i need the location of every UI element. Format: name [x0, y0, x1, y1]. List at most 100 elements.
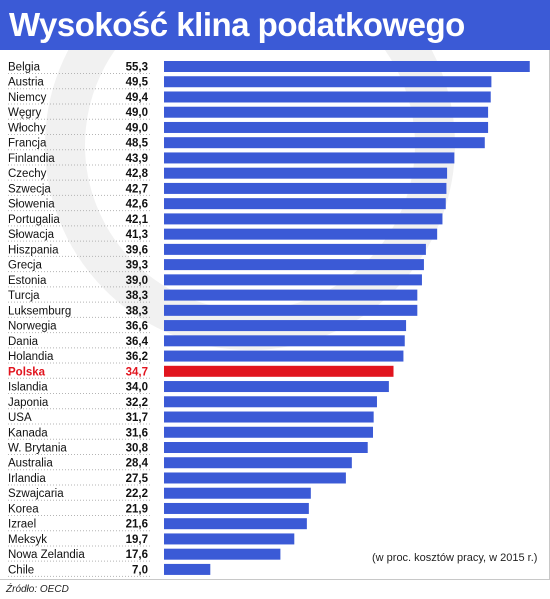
- category-label: Holandia: [8, 351, 54, 363]
- category-label: Japonia: [8, 397, 49, 409]
- bar: [164, 472, 346, 484]
- category-label: Dania: [8, 336, 39, 348]
- value-label: 42,8: [126, 168, 149, 180]
- value-label: 32,2: [126, 397, 148, 409]
- bar: [164, 487, 311, 499]
- bar: [164, 91, 491, 103]
- category-label: Słowenia: [8, 199, 55, 211]
- value-label: 42,1: [126, 214, 149, 226]
- category-label: Nowa Zelandia: [8, 549, 85, 561]
- bar: [164, 243, 426, 255]
- value-label: 49,4: [126, 92, 149, 104]
- value-label: 55,3: [126, 62, 148, 74]
- value-label: 43,9: [126, 153, 148, 165]
- bar: [164, 167, 448, 179]
- bar: [164, 182, 447, 194]
- bar: [164, 320, 407, 332]
- value-label: 48,5: [126, 138, 149, 150]
- category-label: Norwegia: [8, 321, 57, 333]
- bar: [164, 152, 455, 164]
- value-label: 41,3: [126, 229, 148, 241]
- bar: [164, 198, 446, 210]
- value-label: 36,4: [126, 336, 149, 348]
- value-label: 34,0: [126, 382, 148, 394]
- category-label: Estonia: [8, 275, 47, 287]
- bar: [164, 442, 368, 453]
- bar: [164, 259, 424, 271]
- bar: [164, 533, 295, 545]
- value-label: 42,7: [126, 183, 148, 195]
- category-label: Izrael: [8, 519, 36, 531]
- bar: [164, 457, 352, 469]
- bar: [164, 61, 530, 72]
- value-label: 39,0: [126, 275, 148, 287]
- value-label: 36,2: [126, 351, 148, 363]
- title-bar: Wysokość klina podatkowego: [0, 0, 550, 50]
- bar: [164, 121, 489, 133]
- category-label: USA: [8, 412, 32, 424]
- value-label: 49,5: [126, 77, 149, 89]
- value-label: 38,3: [126, 290, 148, 302]
- bar: [164, 426, 374, 438]
- source-note: Źródło: OECD: [6, 584, 69, 595]
- category-label: Austria: [8, 77, 44, 89]
- category-label: Finlandia: [8, 153, 55, 165]
- value-label: 27,5: [126, 473, 149, 485]
- chart-area: Belgia 55,3 Austria 49,5 Niemcy 49,4 Węgry 49,0…: [0, 50, 550, 580]
- value-label: 7,0: [132, 564, 148, 576]
- bar: [164, 274, 422, 286]
- bar: [164, 381, 389, 393]
- value-label: 39,3: [126, 260, 148, 272]
- value-label: 21,6: [126, 519, 148, 531]
- category-label: Polska: [8, 366, 46, 378]
- category-label: Francja: [8, 138, 47, 150]
- bar: [164, 411, 374, 423]
- value-label: 49,0: [126, 107, 148, 119]
- category-label: Irlandia: [8, 473, 46, 485]
- category-label: Kanada: [8, 427, 48, 439]
- bar: [164, 350, 404, 362]
- bar-highlight: [164, 365, 394, 377]
- category-label: Meksyk: [8, 534, 47, 546]
- bar: [164, 502, 309, 514]
- value-label: 30,8: [126, 443, 149, 455]
- category-label: Słowacja: [8, 229, 55, 241]
- category-label: Hiszpania: [8, 244, 59, 256]
- bar: [164, 76, 492, 88]
- value-label: 22,2: [126, 488, 148, 500]
- value-label: 39,6: [126, 244, 148, 256]
- category-label: Szwecja: [8, 183, 51, 195]
- value-label: 38,3: [126, 305, 148, 317]
- category-label: Niemcy: [8, 92, 47, 104]
- bar: [164, 548, 281, 560]
- bar: [164, 518, 307, 530]
- category-label: Australia: [8, 458, 53, 470]
- bar: [164, 563, 211, 575]
- bar: [164, 289, 418, 301]
- bar: [164, 228, 438, 240]
- value-label: 31,7: [126, 412, 148, 424]
- category-label: Luksemburg: [8, 305, 71, 317]
- category-label: Portugalia: [8, 214, 60, 226]
- category-label: Belgia: [8, 62, 41, 74]
- category-label: Węgry: [8, 107, 41, 119]
- bar: [164, 335, 405, 347]
- bar: [164, 396, 377, 408]
- value-label: 28,4: [126, 458, 149, 470]
- category-label: Włochy: [8, 122, 46, 134]
- value-label: 21,9: [126, 503, 148, 515]
- category-label: Korea: [8, 503, 39, 515]
- bar: [164, 137, 485, 149]
- value-label: 31,6: [126, 427, 148, 439]
- value-label: 49,0: [126, 122, 148, 134]
- category-label: Szwajcaria: [8, 488, 64, 500]
- bar: [164, 213, 443, 225]
- category-label: Grecja: [8, 260, 42, 272]
- chart-title: Wysokość klina podatkowego: [9, 6, 465, 43]
- category-label: Islandia: [8, 382, 48, 394]
- category-label: W. Brytania: [8, 443, 67, 455]
- value-label: 17,6: [126, 549, 148, 561]
- chart-note: (w proc. kosztów pracy, w 2015 r.): [372, 552, 538, 564]
- category-label: Czechy: [8, 168, 47, 180]
- value-label: 34,7: [126, 366, 148, 378]
